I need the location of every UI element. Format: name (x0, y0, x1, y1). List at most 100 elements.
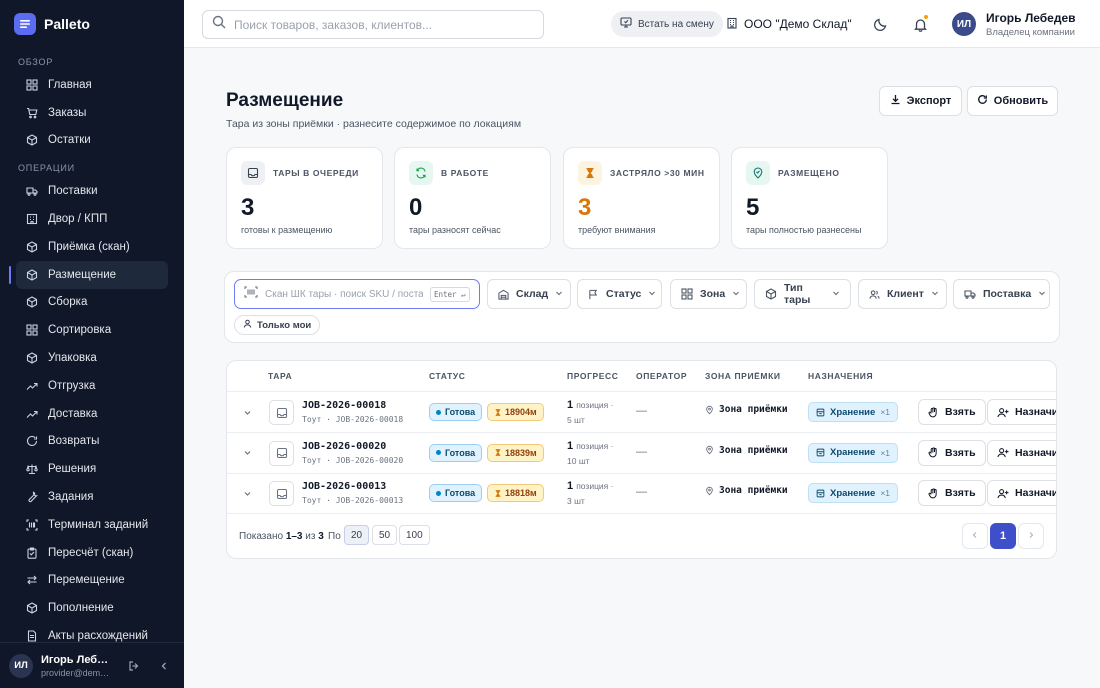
global-search[interactable] (202, 10, 544, 39)
column-header-operator[interactable]: Оператор (636, 371, 688, 381)
tare-id[interactable]: JOB-2026-00018 (302, 400, 387, 411)
sidebar-item-label: Отгрузка (48, 379, 96, 392)
table-row[interactable]: JOB-2026-00020 Тоут · JOB-2026-00020 Гот… (227, 433, 1056, 474)
sidebar-item-1-8[interactable]: Доставка (16, 400, 168, 428)
assignment-label: Хранение (830, 487, 876, 499)
chevron-down-icon[interactable] (241, 447, 253, 459)
status-badge: Готова (429, 403, 483, 421)
return-icon (25, 435, 38, 448)
collapse-sidebar-icon[interactable] (155, 657, 173, 675)
chevron-down-icon[interactable] (241, 487, 253, 499)
per-page-50-button[interactable]: 50 (372, 525, 398, 545)
chevron-down-icon (732, 288, 740, 300)
box-icon (25, 352, 38, 365)
footer-user-name: Игорь Лебедев (41, 653, 113, 666)
time-badge: 18818м (487, 484, 544, 502)
sidebar-item-1-15[interactable]: Пополнение (16, 594, 168, 622)
take-button[interactable]: Взять (918, 480, 986, 506)
sidebar-item-1-0[interactable]: Поставки (16, 177, 168, 205)
sidebar-item-1-4[interactable]: Сборка (16, 289, 168, 317)
org-switcher[interactable]: ООО "Демо Склад" (726, 11, 852, 37)
user-name: Игорь Лебедев (986, 11, 1076, 25)
per-page-20-button[interactable]: 20 (344, 525, 370, 545)
only-mine-toggle[interactable]: Только мои (234, 315, 321, 335)
sidebar-item-1-9[interactable]: Возвраты (16, 428, 168, 456)
column-header-progress[interactable]: Прогресс (567, 371, 619, 381)
column-header-receiving-zone[interactable]: Зона приёмки (705, 371, 781, 381)
sidebar-item-1-12[interactable]: Терминал заданий (16, 511, 168, 539)
sidebar-nav[interactable]: Обзор Главная Заказы Остатки Операции По… (0, 48, 184, 642)
filter-select-label: Зона (700, 288, 726, 300)
sidebar-item-0-2[interactable]: Остатки (16, 127, 168, 155)
hand-icon (928, 447, 939, 458)
filter-select-3[interactable]: Тип тары (754, 279, 851, 309)
user-menu[interactable]: Игорь Лебедев Владелец компании (986, 11, 1076, 38)
assign-button[interactable]: Назначить (987, 480, 1056, 506)
filter-select-1[interactable]: Статус (577, 279, 662, 309)
take-button[interactable]: Взять (918, 399, 986, 425)
sidebar-item-1-3[interactable]: Размещение (9, 260, 168, 289)
tare-id[interactable]: JOB-2026-00020 (302, 440, 387, 452)
table-row[interactable]: JOB-2026-00013 Тоут · JOB-2026-00013 Гот… (227, 473, 1056, 514)
hourglass-icon (578, 161, 602, 185)
notifications-bell-icon[interactable] (910, 14, 930, 34)
sidebar-item-1-14[interactable]: Перемещение (16, 567, 168, 595)
table-footer: Показано 1–3 из 3 По 20 50 100 1 (227, 515, 1056, 558)
sidebar-item-1-16[interactable]: Акты расхождений (16, 622, 168, 642)
page-1-button[interactable]: 1 (990, 523, 1016, 549)
sidebar-item-1-2[interactable]: Приёмка (скан) (16, 233, 168, 261)
sidebar-item-1-13[interactable]: Пересчёт (скан) (16, 539, 168, 567)
export-button[interactable]: Экспорт (879, 86, 962, 116)
sidebar-item-label: Возвраты (48, 435, 100, 448)
column-header-status[interactable]: Статус (429, 371, 466, 381)
assignment-badge[interactable]: Хранение ×1 (808, 483, 899, 503)
sidebar-item-0-0[interactable]: Главная (16, 71, 168, 99)
take-button[interactable]: Взять (918, 439, 986, 466)
column-header-assignments[interactable]: Назначения (808, 371, 874, 381)
progress-unit: позиция · (576, 400, 614, 410)
take-label: Взять (945, 406, 976, 418)
assignment-badge[interactable]: Хранение ×1 (808, 442, 899, 463)
filter-select-5[interactable]: Поставка (953, 279, 1050, 309)
sidebar-item-1-10[interactable]: Решения (16, 455, 168, 483)
next-page-button[interactable] (1018, 523, 1044, 549)
search-input[interactable] (234, 17, 524, 32)
footer-avatar[interactable]: ИЛ (9, 653, 33, 678)
theme-toggle-moon-icon[interactable] (870, 14, 890, 34)
user-avatar[interactable]: ИЛ (952, 12, 976, 36)
assign-button[interactable]: Назначить (987, 399, 1056, 425)
grid-icon (25, 78, 38, 91)
chevron-down-icon[interactable] (241, 406, 253, 418)
prev-page-button[interactable] (962, 523, 988, 549)
refresh-button[interactable]: Обновить (967, 86, 1058, 116)
sidebar-item-label: Размещение (48, 268, 117, 281)
sidebar-item-1-6[interactable]: Упаковка (16, 344, 168, 372)
progress-quantity: 5 шт (567, 415, 585, 425)
scan-input[interactable] (265, 288, 423, 300)
sidebar-item-1-5[interactable]: Сортировка (16, 316, 168, 344)
table-row[interactable]: JOB-2026-00018 Тоут · JOB-2026-00018 Гот… (227, 392, 1056, 433)
filter-select-0[interactable]: Склад (487, 279, 571, 309)
status-badge: Готова (429, 484, 483, 502)
sidebar-item-1-1[interactable]: Двор / КПП (16, 205, 168, 233)
assignment-badge[interactable]: Хранение ×1 (808, 402, 899, 422)
storage-icon (816, 489, 825, 498)
per-page-100-button[interactable]: 100 (399, 525, 430, 545)
user-role: Владелец компании (986, 27, 1075, 38)
gate-icon (25, 213, 38, 226)
logout-icon[interactable] (125, 657, 143, 675)
tare-id[interactable]: JOB-2026-00013 (302, 481, 387, 492)
sidebar-item-1-7[interactable]: Отгрузка (16, 372, 168, 400)
sidebar-item-1-11[interactable]: Задания (16, 483, 168, 511)
filter-select-2[interactable]: Зона (670, 279, 747, 309)
scan-field[interactable]: Enter ↵ (234, 279, 480, 309)
brand[interactable]: Palleto (0, 0, 184, 48)
sidebar-item-0-1[interactable]: Заказы (16, 99, 168, 127)
assign-button[interactable]: Назначить (987, 439, 1056, 466)
start-shift-button[interactable]: Встать на смену (611, 11, 723, 37)
assignment-label: Хранение (830, 447, 876, 458)
take-label: Взять (945, 446, 976, 459)
stat-label: Тары в очереди (273, 168, 359, 178)
filter-select-4[interactable]: Клиент (858, 279, 947, 309)
column-header-tare[interactable]: Тара (268, 371, 293, 381)
